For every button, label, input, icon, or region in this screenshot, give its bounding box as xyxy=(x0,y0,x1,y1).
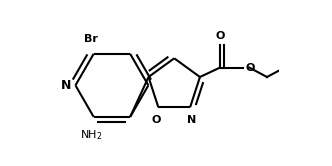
Text: N: N xyxy=(187,115,196,125)
Text: O: O xyxy=(215,31,225,41)
Text: O: O xyxy=(245,63,255,73)
Text: O: O xyxy=(151,115,161,125)
Text: N: N xyxy=(61,79,71,92)
Text: Br: Br xyxy=(84,34,98,44)
Text: NH$_2$: NH$_2$ xyxy=(80,128,103,142)
